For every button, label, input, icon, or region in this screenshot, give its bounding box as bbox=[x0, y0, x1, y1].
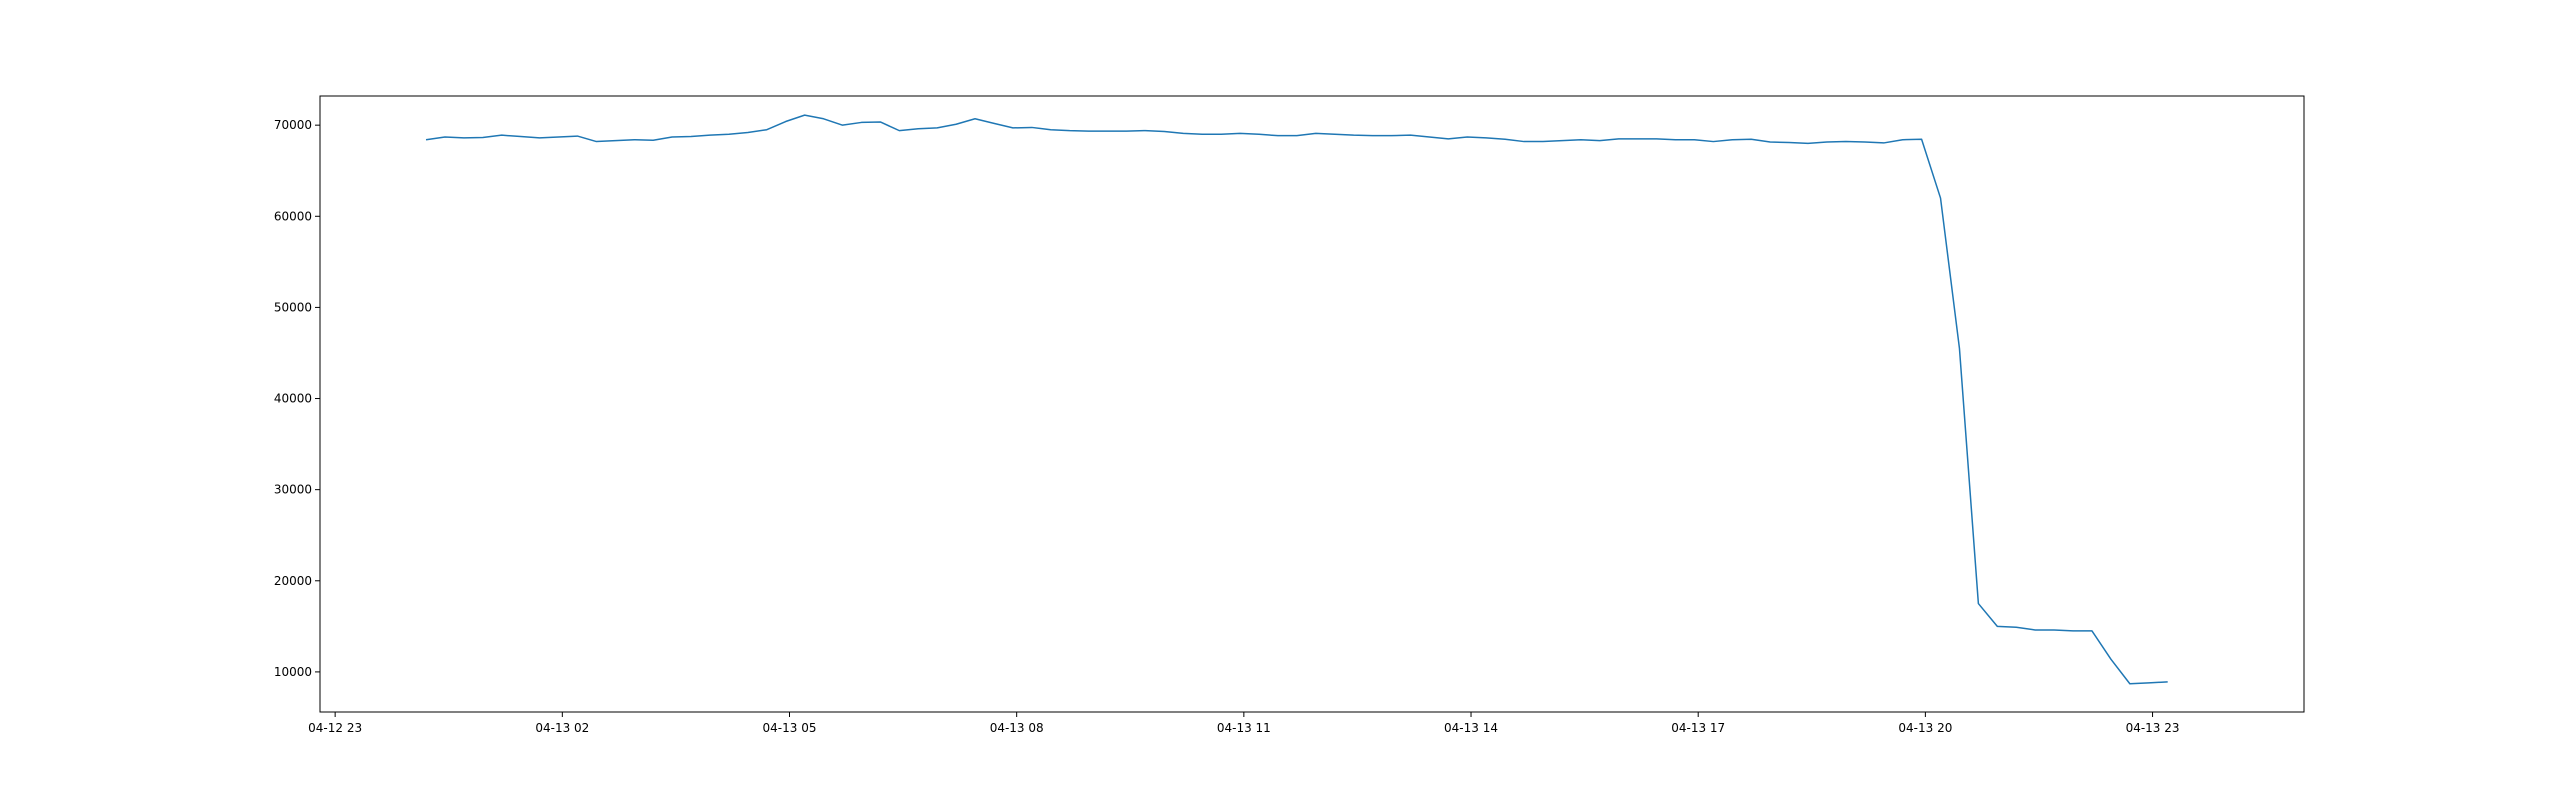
axes-frame bbox=[319, 95, 2305, 713]
x-tick-label: 04-13 02 bbox=[535, 721, 589, 735]
x-tick-label: 04-13 17 bbox=[1671, 721, 1725, 735]
y-tick-label: 50000 bbox=[274, 300, 312, 314]
x-tick-label: 04-13 11 bbox=[1217, 721, 1271, 735]
x-tick-label: 04-13 23 bbox=[2126, 721, 2180, 735]
x-tick-label: 04-12 23 bbox=[308, 721, 362, 735]
x-tick-label: 04-13 08 bbox=[990, 721, 1044, 735]
y-tick-label: 10000 bbox=[274, 665, 312, 679]
y-tick-label: 30000 bbox=[274, 483, 312, 497]
y-tick-label: 20000 bbox=[274, 574, 312, 588]
y-tick-label: 60000 bbox=[274, 209, 312, 223]
plot-series bbox=[425, 114, 2168, 685]
y-axis: 10000 20000 30000 40000 50000 60000 70000 bbox=[274, 118, 320, 679]
y-tick-label: 40000 bbox=[274, 392, 312, 406]
x-tick-label: 04-13 05 bbox=[763, 721, 817, 735]
x-tick-label: 04-13 14 bbox=[1444, 721, 1498, 735]
series-line bbox=[425, 114, 2168, 685]
x-axis: 04-12 23 04-13 02 04-13 05 04-13 08 04-13 11… bbox=[308, 712, 2180, 735]
x-tick-label: 04-13 20 bbox=[1898, 721, 1952, 735]
y-tick-label: 70000 bbox=[274, 118, 312, 132]
